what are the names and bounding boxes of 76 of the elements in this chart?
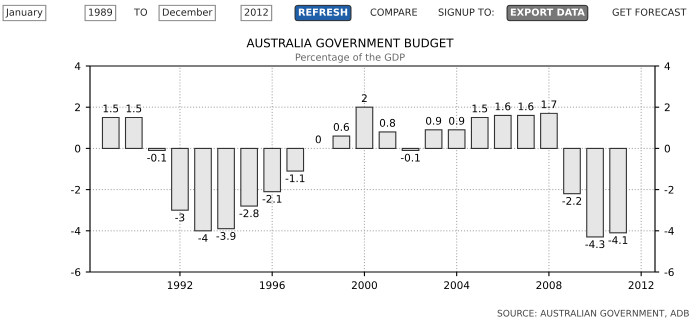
- y-tick-label: 4: [74, 62, 80, 70]
- x-tick-label: 2004: [444, 281, 470, 290]
- y-tick-label: -6: [71, 268, 80, 276]
- y2-tick-label: -6: [664, 268, 674, 276]
- data-label: -3: [175, 213, 184, 222]
- x-tick-label: 2012: [628, 281, 654, 290]
- data-label: 1.5: [104, 104, 118, 112]
- y-tick-label: -2: [71, 186, 80, 194]
- y-tick-label: 0: [75, 144, 80, 153]
- x-tick-label: 2008: [536, 281, 562, 290]
- bar: [102, 116, 120, 149]
- bar: [448, 129, 466, 149]
- y2-tick-label: 2: [664, 103, 670, 112]
- bar: [217, 148, 235, 230]
- text: 2012: [244, 8, 268, 16]
- bar: [402, 148, 420, 152]
- data-label: -1.1: [286, 174, 304, 182]
- data-label: -2.2: [562, 196, 582, 205]
- chart-subtitle: Percentage of the GDP: [296, 53, 405, 63]
- bar: [517, 114, 535, 149]
- bar: [470, 116, 489, 149]
- bar: [263, 148, 282, 192]
- y-tick-label: -4: [71, 227, 80, 235]
- text: January: [5, 8, 43, 18]
- x-tick-label: 2000: [352, 281, 377, 290]
- y2-tick-label: 4: [664, 62, 670, 70]
- data-label: 2: [362, 94, 367, 102]
- bar: [332, 135, 350, 149]
- text: COMPARE: [370, 8, 417, 16]
- bar: [494, 114, 512, 149]
- data-label: 0.9: [426, 116, 442, 125]
- data-label: -2.1: [262, 194, 282, 203]
- bar: [378, 131, 396, 149]
- data-label: 1.6: [518, 102, 534, 110]
- bar: [586, 148, 604, 238]
- bar: [240, 148, 258, 207]
- y-tick-label: 2: [75, 103, 80, 112]
- text: GET FORECAST: [612, 8, 686, 16]
- y2-tick-label: -2: [664, 186, 674, 194]
- data-label: -0.1: [400, 154, 420, 162]
- bar: [124, 116, 143, 149]
- y2-tick-label: 0: [664, 144, 670, 153]
- data-label: -4: [198, 234, 208, 242]
- bar: [563, 148, 581, 194]
- text: 1989: [89, 8, 112, 16]
- data-label: -4.3: [585, 240, 604, 248]
- data-label: 1.5: [126, 104, 142, 112]
- source-note: SOURCE: AUSTRALIAN GOVERNMENT, ADB: [498, 310, 689, 318]
- bar: [286, 148, 304, 172]
- chart-title: AUSTRALIA GOVERNMENT BUDGET: [246, 38, 454, 48]
- data-label: 0: [316, 135, 321, 144]
- bar: [424, 129, 442, 149]
- data-label: -4.1: [608, 236, 628, 244]
- text: REFRESH: [298, 8, 348, 16]
- data-label: -3.9: [216, 232, 236, 240]
- bar: [148, 148, 166, 152]
- data-label: 1.6: [496, 102, 510, 110]
- data-label: 1.7: [542, 100, 556, 108]
- bar: [194, 148, 212, 232]
- text: TO: [134, 8, 148, 16]
- y2-tick-label: -4: [664, 227, 674, 235]
- text: SIGNUP TO:: [438, 8, 494, 16]
- text: EXPORT DATA: [510, 8, 585, 16]
- bar: [609, 148, 627, 234]
- data-label: 1.5: [472, 104, 488, 112]
- bar: [356, 106, 374, 149]
- data-label: 0.8: [380, 118, 396, 127]
- text: December: [162, 8, 212, 16]
- data-label: 0.9: [449, 116, 464, 125]
- x-tick-label: 1996: [260, 281, 285, 290]
- bar: [540, 112, 558, 149]
- bar: [171, 148, 189, 211]
- data-label: -0.1: [147, 154, 166, 162]
- x-tick-label: 1992: [168, 281, 192, 290]
- data-label: -2.8: [239, 209, 259, 218]
- data-label: 0.6: [334, 123, 349, 131]
